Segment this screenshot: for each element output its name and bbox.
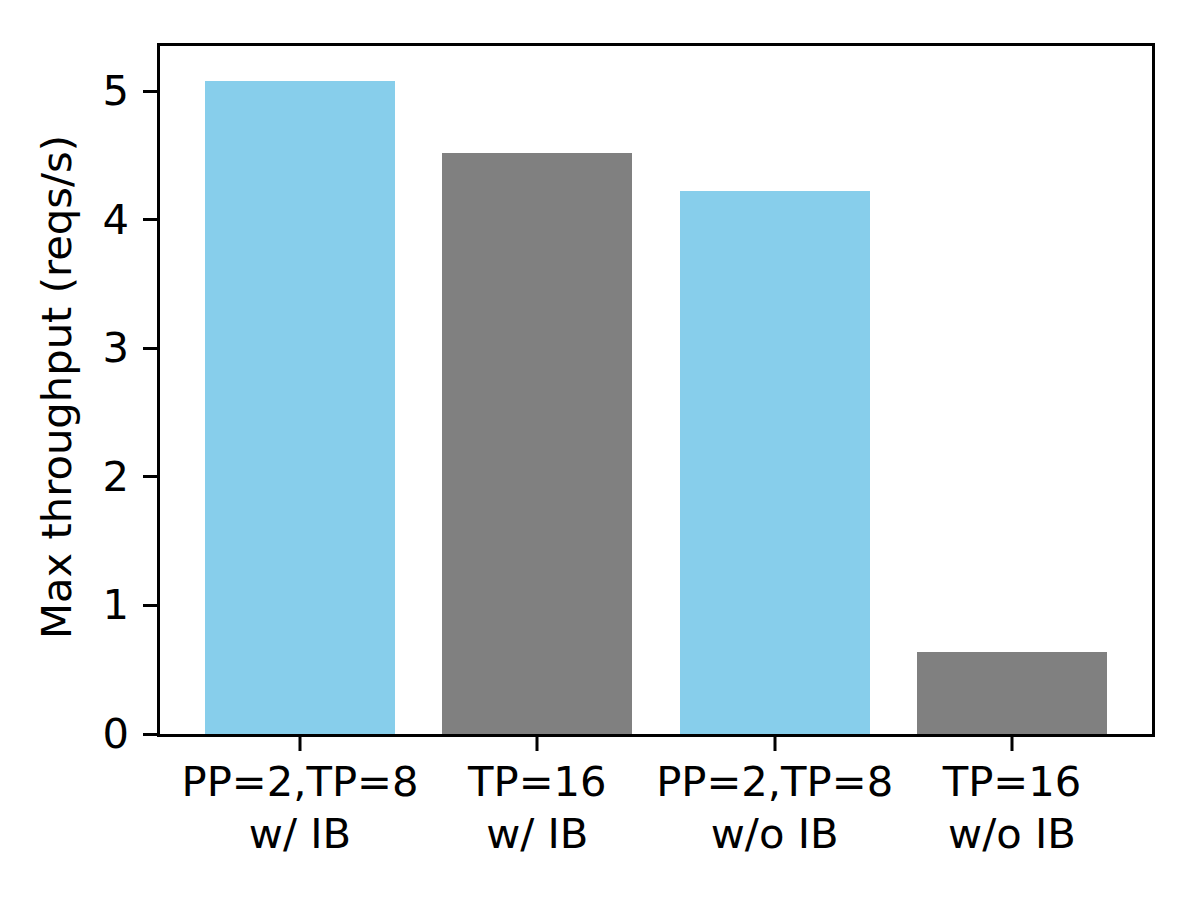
bar-2	[680, 191, 870, 734]
x-axis-tick-label: PP=2,TP=8 w/ IB	[181, 756, 418, 860]
x-axis-tick	[1010, 737, 1013, 751]
y-axis-label: Max throughput (reqs/s)	[36, 135, 78, 639]
x-axis-tick-label: TP=16 w/o IB	[943, 756, 1082, 860]
y-axis-tick-label: 5	[102, 70, 129, 112]
y-axis-tick	[143, 90, 157, 93]
y-axis-tick-label: 0	[102, 713, 129, 755]
plot-area: 012345PP=2,TP=8 w/ IBTP=16 w/ IBPP=2,TP=…	[157, 43, 1155, 737]
y-axis-tick	[143, 475, 157, 478]
bar-0	[205, 81, 395, 734]
y-axis-tick	[143, 347, 157, 350]
x-axis-tick-label: TP=16 w/ IB	[468, 756, 607, 860]
y-axis-tick	[143, 218, 157, 221]
y-axis-tick-label: 4	[102, 199, 129, 241]
y-axis-tick-label: 1	[102, 585, 129, 627]
x-axis-tick	[299, 737, 302, 751]
bar-3	[917, 652, 1107, 734]
y-axis-tick-label: 2	[102, 456, 129, 498]
x-axis-tick	[536, 737, 539, 751]
y-axis-tick	[143, 604, 157, 607]
x-axis-tick	[773, 737, 776, 751]
x-axis-tick-label: PP=2,TP=8 w/o IB	[656, 756, 893, 860]
bar-1	[442, 153, 632, 734]
bar-chart-figure: Max throughput (reqs/s) 012345PP=2,TP=8 …	[0, 0, 1200, 900]
y-axis-tick-label: 3	[102, 327, 129, 369]
y-axis-tick	[143, 733, 157, 736]
